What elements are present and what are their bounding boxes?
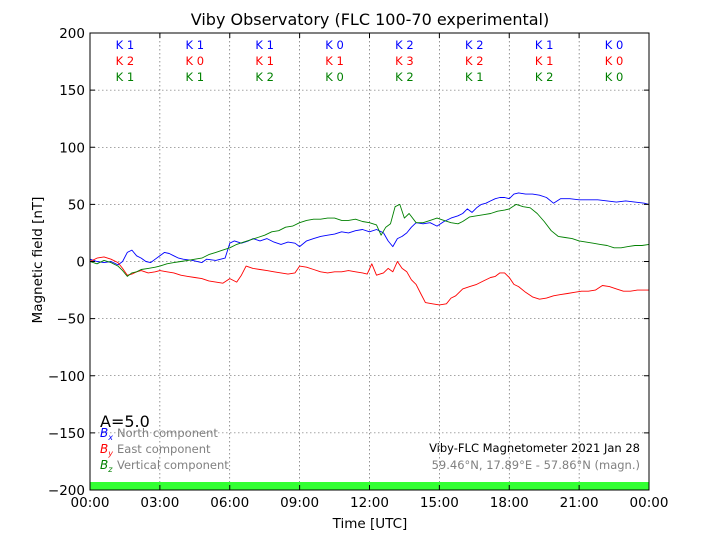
- x-tick-label: 03:00: [140, 495, 179, 511]
- x-tick-label: 00:00: [630, 495, 669, 511]
- y-tick-label: −100: [48, 369, 85, 385]
- y-axis-label: Magnetic field [nT]: [30, 197, 46, 324]
- k-index-label: K 1: [535, 38, 554, 52]
- y-tick-label: −50: [57, 312, 86, 328]
- x-axis-label: Time [UTC]: [332, 516, 408, 532]
- k-index-label: K 2: [116, 54, 135, 68]
- chart-title: Viby Observatory (FLC 100-70 experimenta…: [191, 10, 550, 29]
- k-index-label: K 0: [605, 38, 624, 52]
- k-index-label: K 1: [255, 54, 274, 68]
- y-tick-label: 50: [68, 197, 85, 213]
- x-tick-label: 00:00: [71, 495, 110, 511]
- k-index-label: K 2: [395, 70, 414, 84]
- k-index-label: K 0: [186, 54, 205, 68]
- series-line-east-component: [89, 256, 649, 306]
- k-index-label: K 2: [255, 70, 274, 84]
- legend-label: Vertical component: [117, 458, 229, 472]
- y-tick-label: 150: [59, 83, 85, 99]
- k-index-label: K 1: [465, 70, 484, 84]
- k-index-table: K 1 K 1 K 1 K 0 K 2 K 2 K 1 K 0 K 2 K 0 K 1 K 1 K 3 K…: [116, 38, 624, 84]
- x-tick-label: 21:00: [560, 495, 599, 511]
- y-tick-label: 100: [59, 140, 85, 156]
- k-index-label: K 0: [325, 38, 344, 52]
- x-tick-label: 18:00: [490, 495, 529, 511]
- a-index-label: A=5.0: [100, 412, 150, 431]
- k-index-label: K 2: [465, 54, 484, 68]
- k-index-label: K 3: [395, 54, 414, 68]
- legend-label: North component: [117, 426, 218, 440]
- series-layer: [89, 192, 650, 306]
- k-index-label: K 1: [255, 38, 274, 52]
- x-tick-label: 15:00: [420, 495, 459, 511]
- k-index-label: K 1: [116, 38, 135, 52]
- k-index-label: K 0: [325, 70, 344, 84]
- y-tick-label: 0: [76, 255, 85, 271]
- k-index-label: K 1: [325, 54, 344, 68]
- x-tick-label: 09:00: [280, 495, 319, 511]
- k-index-label: K 2: [535, 70, 554, 84]
- k-index-label: K 1: [186, 38, 205, 52]
- k-index-label: K 2: [465, 38, 484, 52]
- y-tick-label: 200: [59, 26, 85, 42]
- k-index-label: K 0: [605, 54, 624, 68]
- k-index-label: K 1: [186, 70, 205, 84]
- station-coords: 59.46°N, 17.89°E - 57.86°N (magn.): [432, 458, 640, 472]
- station-title: Viby-FLC Magnetometer 2021 Jan 28: [429, 441, 640, 455]
- k-index-label: K 2: [395, 38, 414, 52]
- x-tick-label: 06:00: [210, 495, 249, 511]
- legend-label: East component: [117, 442, 211, 456]
- y-tick-label: −150: [48, 426, 85, 442]
- series-line-north-component: [89, 192, 650, 266]
- x-tick-label: 12:00: [350, 495, 389, 511]
- legend-entry: By East component: [100, 442, 211, 458]
- series-line-vertical-component: [89, 203, 650, 277]
- ticks: 00:00 03:00 06:00 09:00 12:00 15:00 18:00 21:00…: [48, 26, 669, 511]
- k-index-label: K 0: [605, 70, 624, 84]
- y-tick-label: −200: [48, 483, 85, 499]
- legend-entry: Bx North component: [100, 426, 218, 442]
- legend-entry: Bz Vertical component: [100, 458, 229, 474]
- k-index-label: K 1: [535, 54, 554, 68]
- k-index-label: K 1: [116, 70, 135, 84]
